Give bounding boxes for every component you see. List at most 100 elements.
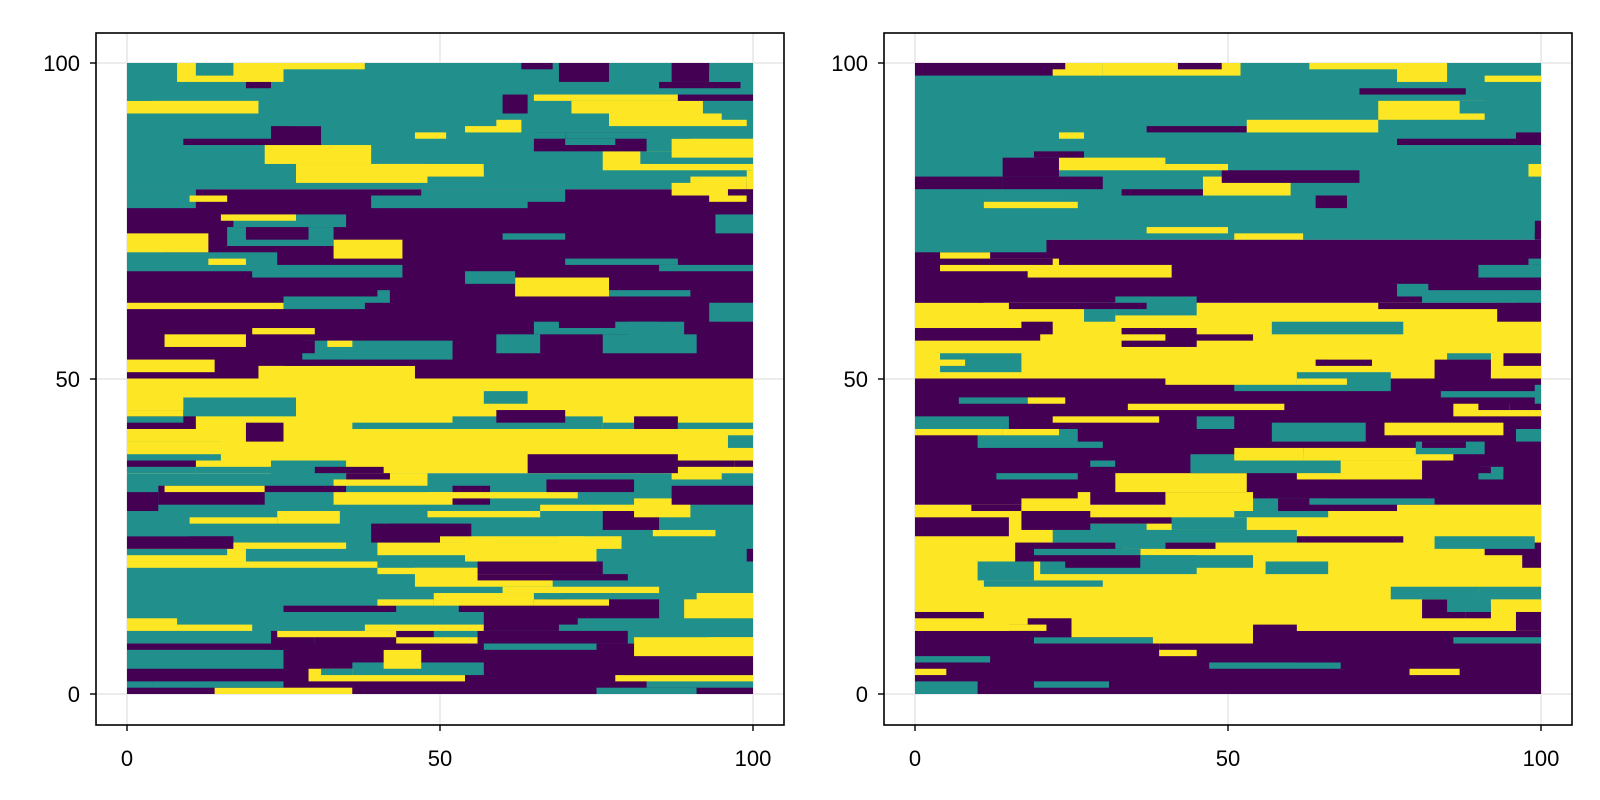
heatmap-cell-run <box>1146 126 1247 133</box>
heatmap-cell-run <box>283 359 347 366</box>
heatmap-cell-run <box>1528 163 1541 177</box>
heatmap-cell-run <box>127 416 184 423</box>
heatmap-cell-run <box>1515 132 1541 146</box>
heatmap-cell-run <box>502 649 547 663</box>
heatmap-cell-run <box>915 176 1003 190</box>
heatmap-cell-run <box>1165 163 1228 171</box>
heatmap-cell-run <box>609 113 747 127</box>
heatmap-cell-run <box>1071 132 1160 146</box>
heatmap-cell-run <box>1109 334 1166 341</box>
heatmap-cell-run <box>546 479 635 493</box>
heatmap-cell-run <box>1033 637 1153 644</box>
heatmap-cell-run <box>1309 498 1435 505</box>
heatmap-cell-run <box>690 176 747 190</box>
heatmap-cell-run <box>558 63 610 82</box>
heatmap-cells-left <box>127 63 753 694</box>
heatmap-cell-run <box>1409 157 1448 164</box>
heatmap-cell-run <box>189 517 278 524</box>
heatmap-cell-run <box>1033 681 1110 688</box>
heatmap-cell-run <box>915 195 1059 202</box>
y-tick-label-left-0: 0 <box>68 682 80 707</box>
heatmap-cell-run <box>1008 302 1147 310</box>
heatmap-cell-run <box>252 328 315 335</box>
heatmap-cell-run <box>396 428 484 436</box>
heatmap-cell-run <box>264 485 347 493</box>
heatmap-cell-run <box>1265 561 1329 575</box>
heatmap-cell-run <box>665 126 691 139</box>
heatmap-cell-run <box>915 668 947 676</box>
heatmap-cell-run <box>915 624 1047 631</box>
heatmap-cell-run <box>289 119 372 127</box>
heatmap-cell-run <box>314 365 372 373</box>
heatmap-cell-run <box>314 201 372 209</box>
heatmap-cell-run <box>640 460 735 467</box>
heatmap-cell-run <box>602 422 635 429</box>
heatmap-cell-run <box>558 309 616 329</box>
heatmap-cell-run <box>696 593 753 612</box>
heatmap-cell-run <box>214 687 353 694</box>
heatmap-cell-run <box>915 290 984 303</box>
heatmap-cell-run <box>127 176 215 190</box>
heatmap-panel-right: 0 50 100 100 50 0 <box>831 32 1573 771</box>
heatmap-cell-run <box>671 485 753 505</box>
heatmap-cell-run <box>314 466 384 474</box>
heatmap-cell-run <box>177 580 246 587</box>
heatmap-cell-run <box>277 630 397 638</box>
heatmap-cell-run <box>721 309 753 316</box>
heatmap-cell-run <box>1159 643 1291 650</box>
heatmap-cell-run <box>915 416 1009 429</box>
heatmap-cell-run <box>1190 334 1254 341</box>
y-tick-label-left-100: 100 <box>43 51 80 76</box>
heatmap-cell-run <box>1478 561 1510 581</box>
heatmap-cell-run <box>208 258 246 265</box>
heatmap-cell-run <box>690 397 753 411</box>
heatmap-cell-run <box>1027 397 1066 404</box>
heatmap-cell-run <box>1315 359 1372 366</box>
heatmap-cell-run <box>746 548 753 562</box>
heatmap-cell-run <box>983 145 1135 152</box>
heatmap-cell-run <box>427 511 541 518</box>
heatmap-cell-run <box>1015 586 1166 594</box>
heatmap-cell-run <box>127 378 278 392</box>
heatmap-cell-run <box>127 359 215 373</box>
heatmap-cell-run <box>1253 624 1297 644</box>
heatmap-cell-run <box>1447 517 1498 530</box>
heatmap-cell-run <box>1228 681 1272 694</box>
heatmap-cell-run <box>195 466 315 474</box>
heatmap-cell-run <box>527 454 678 474</box>
heatmap-cell-run <box>127 94 153 101</box>
heatmap-cell-run <box>515 277 610 297</box>
heatmap-cell-run <box>652 529 716 537</box>
heatmap-cell-run <box>346 473 390 480</box>
heatmap-cell-run <box>496 410 566 423</box>
heatmap-cell-run <box>1146 227 1228 234</box>
heatmap-cell-run <box>371 107 497 127</box>
heatmap-cell-run <box>164 485 265 493</box>
heatmap-cell-run <box>1328 542 1435 549</box>
heatmap-cell-run <box>127 302 284 310</box>
heatmap-cell-run <box>333 239 403 259</box>
heatmap-cell-run <box>1409 668 1460 676</box>
heatmap-cell-run <box>1202 346 1279 354</box>
heatmap-cell-run <box>1077 422 1172 442</box>
heatmap-cell-run <box>1465 88 1541 95</box>
heatmap-cell-run <box>433 593 534 606</box>
heatmap-cell-run <box>1140 555 1254 568</box>
heatmap-cell-run <box>1115 460 1166 467</box>
heatmap-cell-run <box>183 397 297 417</box>
heatmap-cell-run <box>1397 283 1429 297</box>
heatmap-panel-left: 0 50 100 100 50 0 <box>43 32 785 771</box>
heatmap-cell-run <box>1234 233 1304 240</box>
heatmap-cell-run <box>377 599 434 606</box>
heatmap-cell-run <box>1165 492 1254 512</box>
heatmap-cell-run <box>414 132 447 139</box>
heatmap-cell-run <box>1209 662 1341 669</box>
heatmap-cell-run <box>152 681 284 688</box>
heatmap-cell-run <box>421 189 566 202</box>
heatmap-cell-run <box>1478 264 1541 278</box>
heatmap-cell-run <box>1002 176 1103 190</box>
heatmap-cell-run <box>596 687 697 694</box>
y-tick-label-right-100: 100 <box>831 51 868 76</box>
heatmap-cell-run <box>321 668 353 676</box>
heatmap-cell-run <box>127 687 190 694</box>
